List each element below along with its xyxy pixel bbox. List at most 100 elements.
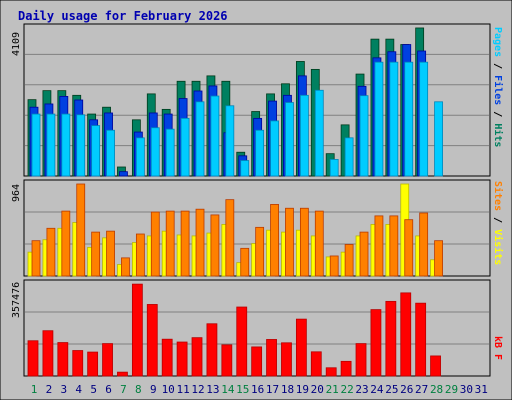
x-day-label: 21	[326, 383, 339, 396]
x-day-label: 11	[176, 383, 189, 396]
sites-bar	[150, 211, 160, 277]
kbytes-bar	[191, 337, 203, 377]
panel-1-legend: Pages / Files / Hits	[492, 27, 504, 147]
pages-bar	[91, 125, 101, 177]
kbytes-bar	[340, 360, 352, 377]
pages-bar	[270, 120, 279, 177]
pages-bar	[225, 105, 235, 177]
sites-bar	[314, 210, 324, 277]
sites-bar	[31, 240, 41, 277]
kbytes-bar	[72, 350, 84, 377]
panel-3-ymax-label: 357476	[11, 282, 22, 318]
x-day-label: 23	[355, 383, 368, 396]
legend-item: kB F	[492, 336, 503, 360]
kbytes-bar	[42, 330, 54, 377]
sites-bar	[195, 208, 205, 277]
sites-bar	[46, 227, 56, 277]
sites-bar	[404, 219, 414, 277]
pages-bar	[165, 128, 175, 177]
legend-item: Visits	[492, 229, 504, 265]
x-day-label: 14	[221, 383, 235, 396]
x-day-label: 30	[460, 383, 473, 396]
panel-3-bars	[27, 283, 441, 377]
x-axis-day-labels: 1 2 3 4 5 6 7 8 9 10 11 12 13 14 15 16 17 18 19 20 21 22 23 24 2…	[31, 383, 488, 396]
sites-bar	[359, 231, 369, 277]
pages-bar	[359, 95, 369, 177]
x-day-label: 8	[135, 383, 142, 396]
x-day-label: 17	[266, 383, 279, 396]
kbytes-bar	[310, 351, 322, 377]
panel-2-legend: Sites / Visits	[492, 181, 504, 265]
pages-bar	[285, 102, 294, 177]
files-bar	[119, 171, 128, 177]
chart-title: Daily usage for February 2026	[18, 9, 228, 23]
legend-item: Sites	[492, 181, 504, 211]
pages-bar	[374, 61, 384, 177]
pages-bar	[329, 159, 339, 177]
sites-bar	[344, 244, 354, 277]
kbytes-bar	[236, 306, 248, 377]
pages-bar	[180, 117, 190, 177]
legend-item: Pages	[492, 27, 503, 57]
kbytes-bar	[251, 346, 263, 377]
pages-bar	[31, 113, 41, 177]
pages-bar	[76, 114, 86, 177]
legend-separator: /	[492, 57, 503, 75]
x-day-label: 20	[311, 383, 324, 396]
pages-bar	[314, 89, 324, 177]
legend-item: Files	[492, 75, 504, 105]
legend-text: Pages / Files / Hits	[492, 27, 504, 147]
sites-bar	[329, 255, 339, 277]
kbytes-bar	[385, 300, 397, 377]
kbytes-bar	[325, 367, 337, 377]
sites-bar	[419, 212, 429, 277]
x-day-label: 10	[162, 383, 175, 396]
x-day-label: 29	[445, 383, 458, 396]
pages-bar	[135, 137, 145, 177]
kbytes-bar	[355, 343, 367, 377]
kbytes-bar	[415, 302, 427, 377]
kbytes-bar	[281, 342, 292, 377]
panel-2-ymax-label: 964	[11, 184, 22, 202]
kbytes-bar	[400, 292, 412, 377]
pages-bar	[419, 61, 429, 177]
sites-bar	[76, 183, 86, 277]
sites-bar	[299, 207, 309, 277]
sites-bar	[225, 199, 235, 277]
kbytes-bar	[221, 344, 233, 377]
x-day-label: 26	[400, 383, 413, 396]
x-day-label: 5	[90, 383, 97, 396]
kbytes-bar	[370, 309, 382, 377]
x-day-label: 31	[475, 383, 488, 396]
pages-bar	[240, 160, 250, 177]
kbytes-bar	[102, 343, 113, 377]
panel-2-bars	[27, 183, 443, 277]
panel-1-ymax-label: 4109	[11, 32, 22, 56]
kbytes-bar	[117, 371, 128, 377]
x-day-label: 16	[251, 383, 264, 396]
legend-text: Sites / Visits	[492, 181, 504, 265]
x-day-label: 13	[206, 383, 219, 396]
sites-bar	[285, 207, 294, 277]
x-day-label: 7	[120, 383, 127, 396]
pages-bar	[150, 127, 160, 177]
pages-bar	[46, 113, 56, 177]
kbytes-bar	[206, 323, 218, 377]
sites-bar	[434, 240, 443, 277]
sites-bar	[121, 257, 130, 277]
kbytes-bar	[87, 351, 99, 377]
x-day-label: 12	[191, 383, 204, 396]
sites-bar	[106, 230, 115, 277]
kbytes-bar	[176, 341, 188, 377]
kbytes-bar	[131, 283, 143, 377]
sites-bar	[91, 231, 101, 277]
x-day-label: 1	[31, 383, 38, 396]
x-day-label: 25	[385, 383, 398, 396]
x-day-label: 4	[75, 383, 82, 396]
pages-bar	[195, 101, 205, 177]
legend-separator: /	[492, 105, 503, 123]
pages-bar	[389, 61, 399, 177]
x-day-label: 22	[340, 383, 353, 396]
